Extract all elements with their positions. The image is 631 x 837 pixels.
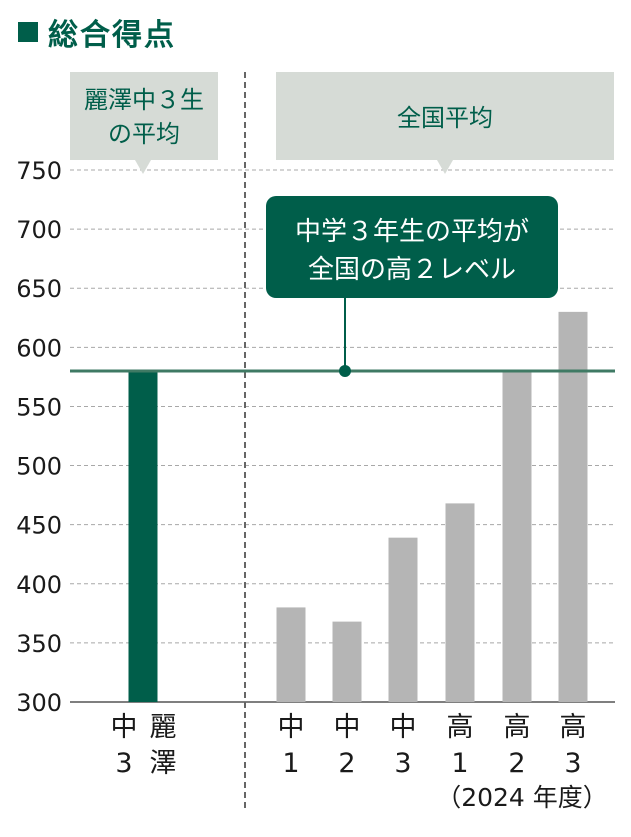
x-tick-label: 高 [504,712,531,743]
x-tick-label: 1 [282,748,299,779]
y-tick-label: 550 [16,393,62,421]
chart-title: 総合得点 [48,18,176,53]
y-tick-label: 750 [16,157,62,185]
x-tick-label: 澤 [150,748,177,779]
bar-national-1 [332,621,362,702]
x-tick-label: 1 [451,748,468,779]
year-note: （2024 年度） [436,783,608,812]
bar-national-2 [388,537,418,702]
y-tick-label: 700 [16,216,62,244]
callout-text: 中学３年生の平均が [295,217,529,247]
x-tick-label: 3 [564,748,581,779]
bar-national-3 [445,503,475,702]
x-tick-label: 2 [338,748,355,779]
box-pointer [135,160,151,174]
x-tick-label: 2 [508,748,525,779]
y-tick-label: 650 [16,275,62,303]
box-pointer [437,160,453,174]
x-tick-label: 中 [111,712,138,743]
group-label-text: 麗澤中３生 [84,86,204,114]
bar-reitaku-jh3 [128,370,158,702]
y-tick-label: 450 [16,512,62,540]
callout-text: 全国の高２レベル [308,255,516,285]
bar-national-4 [502,370,532,702]
x-tick-label: 高 [447,712,474,743]
x-tick-label: 3 [115,748,132,779]
bar-national-0 [276,607,306,702]
y-tick-label: 600 [16,334,62,362]
group-label-box-reitaku [70,72,218,160]
bar-national-5 [558,311,588,702]
x-tick-label: 麗 [150,712,177,743]
x-tick-label: 中 [334,712,361,743]
title-square-marker [18,22,38,42]
y-tick-label: 350 [16,630,62,658]
callout-dot [339,364,351,377]
x-tick-label: 3 [394,748,411,779]
x-tick-label: 中 [390,712,417,743]
x-tick-label: 高 [560,712,587,743]
callout-box [266,196,558,298]
y-tick-label: 400 [16,571,62,599]
y-tick-label: 500 [16,453,62,481]
group-label-text: 全国平均 [397,104,493,132]
group-label-box-national [276,72,614,160]
x-tick-label: 中 [278,712,305,743]
y-tick-label: 300 [16,689,62,717]
group-label-text: の平均 [108,120,180,148]
